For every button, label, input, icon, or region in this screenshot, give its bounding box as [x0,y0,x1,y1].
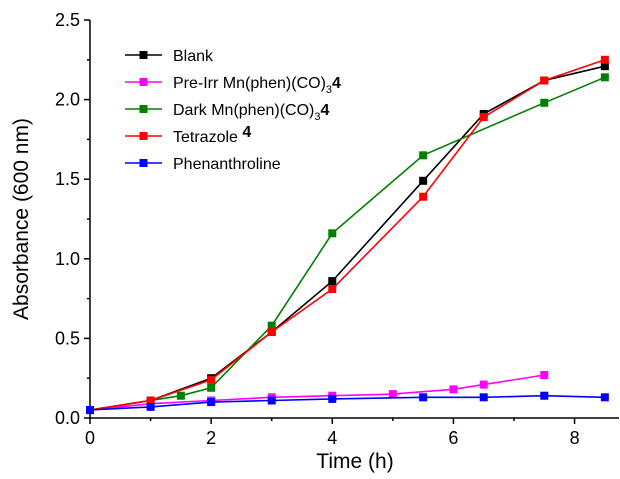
series-0 [86,62,609,415]
data-point [207,398,216,407]
x-tick-label: 8 [570,428,580,448]
legend-label-part: Pre-Irr Mn(phen)(CO) [173,75,326,92]
data-point [600,73,609,82]
data-point [540,76,549,85]
data-point [540,371,549,380]
legend-item: Phenanthroline [125,156,281,173]
y-tick-label: 0.0 [55,408,80,428]
data-point [600,62,609,71]
series-2 [86,73,609,415]
legend-label-part: Blank [173,48,214,65]
series-line [89,76,606,411]
legend-label-part: 4 [332,75,341,92]
x-axis-title: Time (h) [316,450,393,473]
legend-label-part: 4 [242,124,251,141]
plot-frame [89,20,619,419]
legend-label: Tetrazole 4 [173,124,251,146]
data-point [419,393,428,402]
series-1 [86,371,549,415]
data-point [328,229,337,238]
y-tick-label: 2.5 [55,10,80,30]
legend-swatch-marker [139,105,148,113]
y-tick-label: 2.0 [55,90,80,110]
data-point [419,192,428,201]
data-point [328,394,337,403]
data-point [540,98,549,107]
data-point [267,396,276,405]
legend-label-part: 3 [326,84,332,96]
data-point [146,396,155,405]
data-point [267,321,276,330]
legend-swatch-marker [139,132,148,140]
data-point [388,390,397,399]
legend-label-part: 3 [314,111,320,123]
series-layer [86,55,609,415]
data-point [540,391,549,400]
legend-swatch-marker [139,51,148,59]
legend-label: Blank [173,48,214,65]
x-tick-label: 6 [448,428,458,448]
data-point [86,406,94,415]
x-tick-label: 2 [206,428,216,448]
data-point [479,113,488,122]
data-point [419,151,428,160]
data-point [449,385,458,394]
series-4 [86,391,609,415]
legend-label: Phenanthroline [173,156,281,173]
legend-label-part: Dark Mn(phen)(CO) [173,102,314,119]
data-point [479,380,488,389]
y-axis-title: Absorbance (600 nm) [10,118,33,320]
legend-swatch-marker [139,159,148,167]
y-tick-label: 1.0 [55,249,80,269]
data-point [176,391,185,400]
legend-swatch-marker [139,78,148,86]
legend-label: Pre-Irr Mn(phen)(CO)34 [173,75,341,96]
legend-item: Dark Mn(phen)(CO)34 [125,102,329,123]
legend-item: Tetrazole 4 [125,124,251,146]
data-point [207,383,216,392]
x-tick-label: 0 [85,428,95,448]
data-point [328,285,337,294]
legend-item: Blank [125,48,214,65]
data-point [328,277,337,286]
y-tick-label: 1.5 [55,169,80,189]
series-line [89,65,606,411]
data-point [479,393,488,402]
y-tick-label: 0.5 [55,328,80,348]
legend-label-part: 4 [320,102,329,119]
data-point [419,176,428,185]
series-line [89,374,545,411]
data-point [146,402,155,411]
data-point [267,328,276,337]
legend-label-part: Tetrazole [173,129,242,146]
x-tick-label: 4 [327,428,337,448]
data-point [207,375,216,384]
data-point [600,393,609,402]
series-3 [86,55,609,415]
y-axis: 0.0 0.5 1.0 1.5 2.0 2.5 [55,10,90,428]
series-line [89,59,606,411]
legend-label-part: Phenanthroline [173,156,281,173]
data-point [600,55,609,64]
legend-label: Dark Mn(phen)(CO)34 [173,102,329,123]
x-axis: 0 2 4 6 8 [85,418,580,448]
legend-item: Pre-Irr Mn(phen)(CO)34 [125,75,341,96]
